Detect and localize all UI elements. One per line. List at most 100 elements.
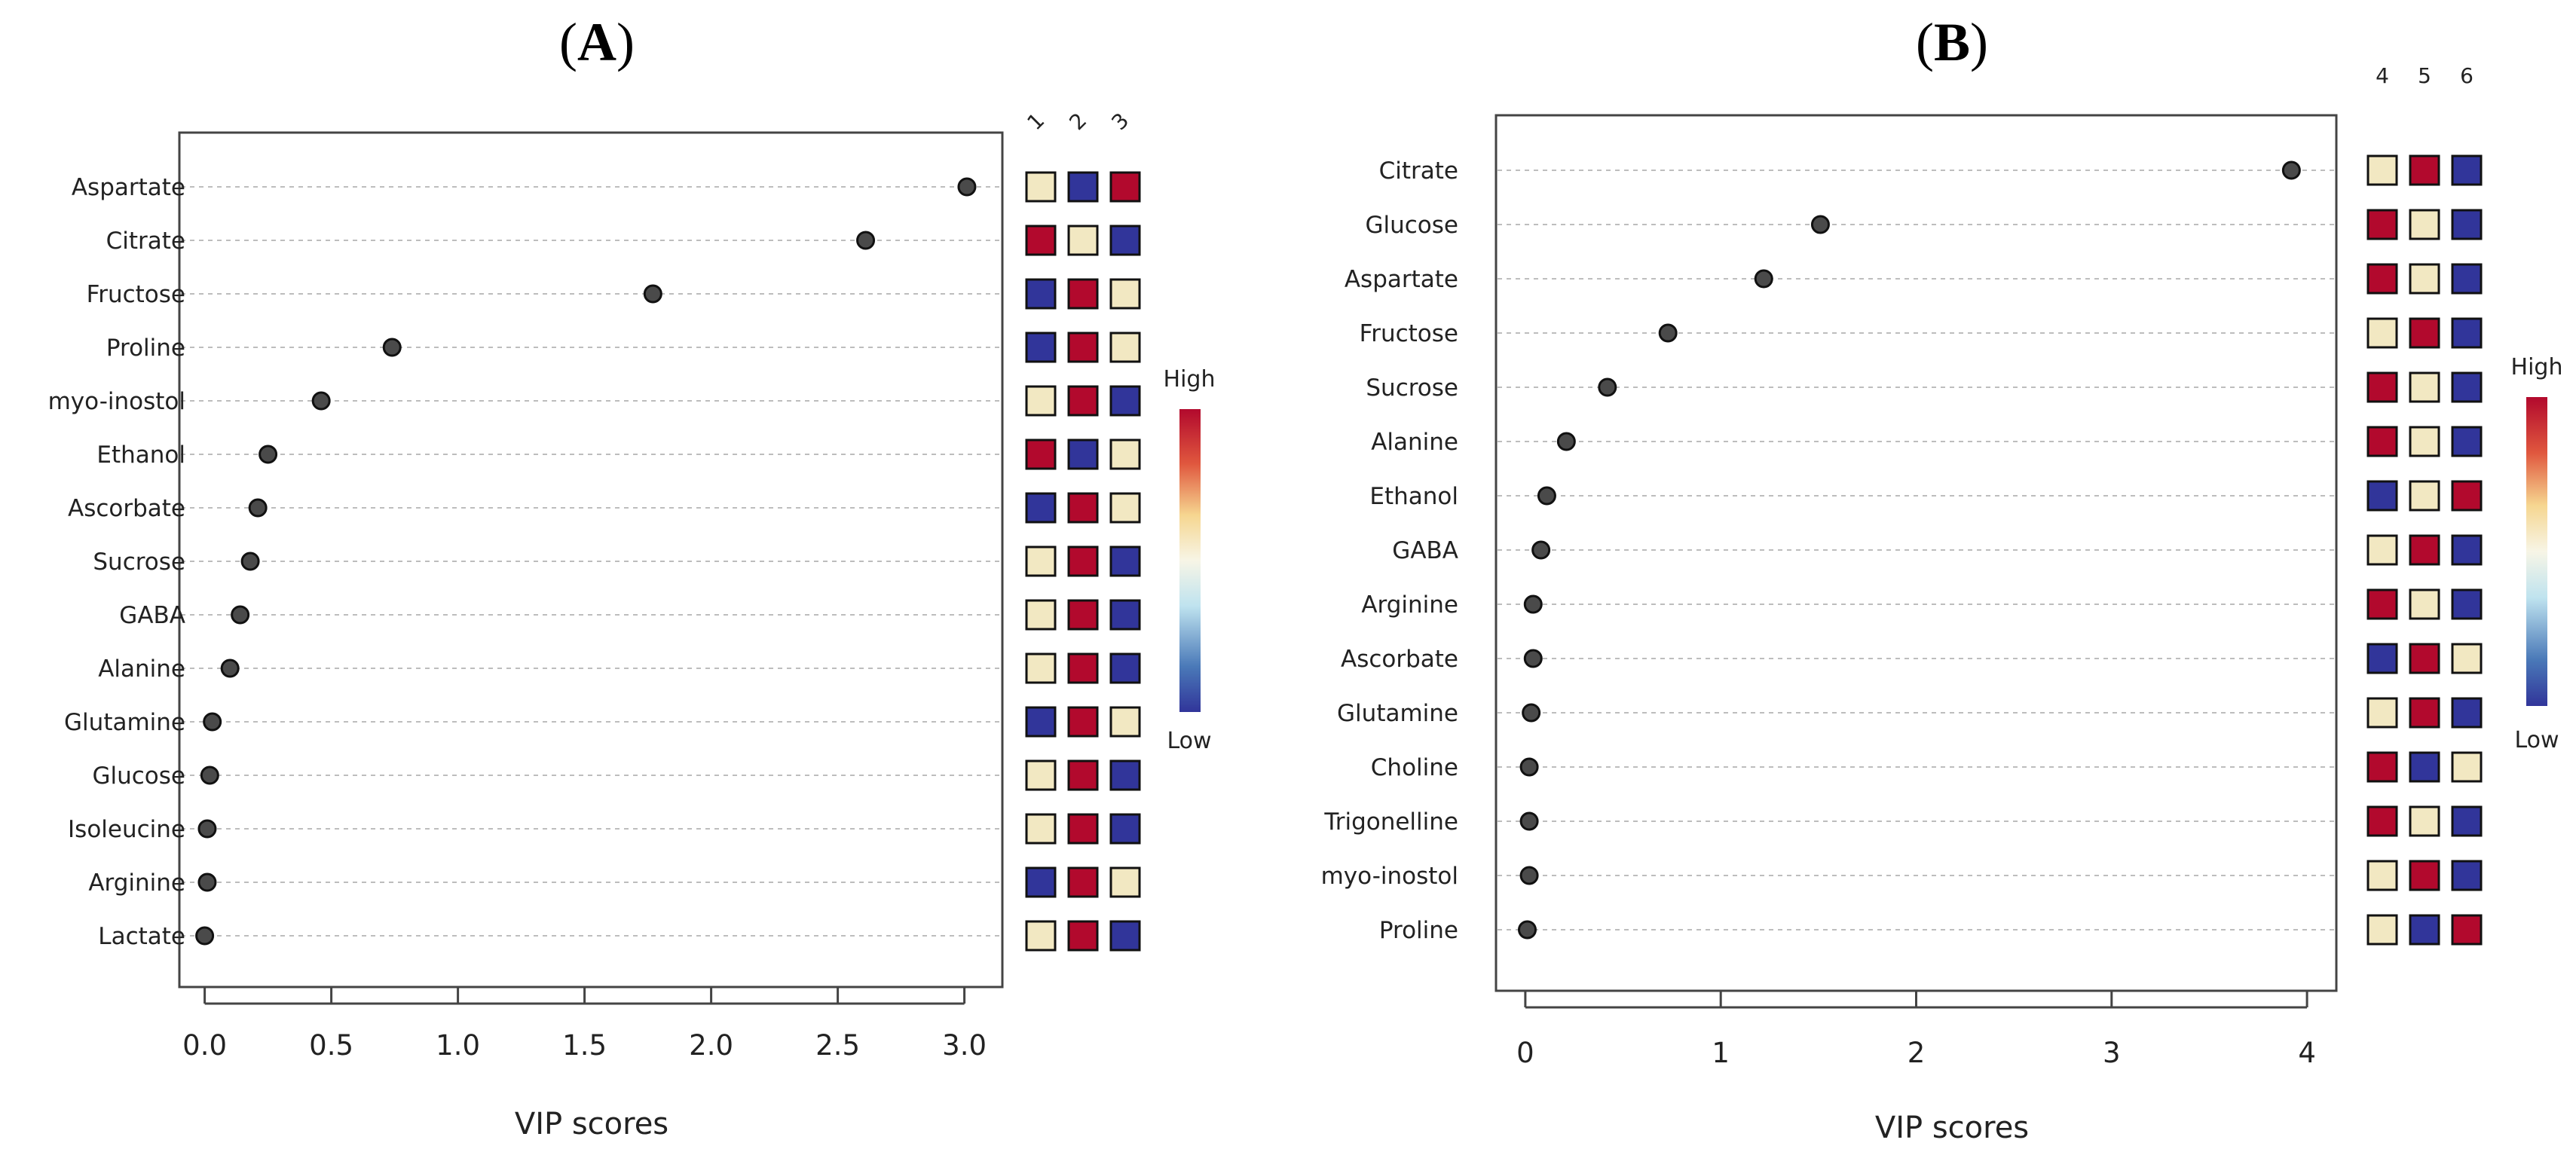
category-label: Alanine <box>98 655 185 683</box>
heatmap-cell <box>1025 492 1057 524</box>
panel-label-close: ) <box>616 12 635 72</box>
heatmap-cell <box>1109 866 1141 898</box>
heatmap-cell <box>1109 599 1141 631</box>
x-tick-label: 0 <box>1516 1037 1534 1069</box>
legend-high-label: High <box>2511 354 2563 380</box>
heatmap-cell <box>2366 534 2398 566</box>
heatmap-cell <box>2366 914 2398 946</box>
panel-label-close: ) <box>1970 12 1988 72</box>
category-label: GABA <box>119 602 185 629</box>
heatmap-cell <box>1025 385 1057 417</box>
heatmap-cell <box>1025 225 1057 256</box>
heatmap-cell <box>2451 643 2483 674</box>
heatmap-cell <box>2366 371 2398 403</box>
data-point <box>259 445 278 464</box>
heatmap-cell <box>2409 480 2440 512</box>
heatmap-cell <box>2409 643 2440 674</box>
heatmap-cell <box>1067 278 1099 310</box>
heatmap-cell <box>2409 751 2440 783</box>
heatmap-cell <box>1067 599 1099 631</box>
category-label: Aspartate <box>1345 266 1458 293</box>
heatmap-cell <box>1067 813 1099 845</box>
category-label: Trigonelline <box>1323 808 1458 836</box>
heatmap-cell <box>1025 439 1057 470</box>
heatmap-cell <box>2451 263 2483 295</box>
panel-b: (B) Citrate Glucose Aspartate Fructose Sucros… <box>1321 12 2563 1145</box>
heatmap-cell <box>1109 759 1141 791</box>
category-label: Glutamine <box>64 709 185 736</box>
heatmap-cell <box>2409 534 2440 566</box>
category-label: Ethanol <box>96 442 185 469</box>
data-point <box>1658 323 1678 343</box>
heatmap-cell <box>2366 860 2398 891</box>
heatmap-cell <box>1109 545 1141 577</box>
panel-label: (A) <box>559 12 635 72</box>
category-label: Fructose <box>87 281 185 308</box>
x-tick-label: 4 <box>2298 1037 2316 1069</box>
heatmap-cell <box>2409 209 2440 240</box>
data-point <box>197 819 217 839</box>
heatmap-cell <box>1067 385 1099 417</box>
heatmap-cell <box>1109 813 1141 845</box>
heatmap-cell <box>1025 706 1057 738</box>
x-tick-label: 1.0 <box>436 1029 480 1062</box>
heatmap-column-label: 3 <box>1106 108 1134 135</box>
heatmap-column-label: 1 <box>1022 108 1049 135</box>
data-point <box>197 872 217 892</box>
data-point <box>1537 486 1556 506</box>
heatmap-cell <box>2451 480 2483 512</box>
heatmap-cell <box>2451 860 2483 891</box>
data-point <box>1519 757 1539 777</box>
category-label: Glucose <box>92 762 185 790</box>
heatmap-cell <box>1067 492 1099 524</box>
heatmap-cell <box>1109 225 1141 256</box>
panel-label: (B) <box>1916 12 1988 72</box>
heatmap-column-label: 2 <box>1064 108 1091 135</box>
heatmap-cell <box>2451 697 2483 729</box>
data-point <box>231 605 250 625</box>
heatmap-cell <box>2451 317 2483 349</box>
heatmap-cell <box>1025 599 1057 631</box>
data-point <box>1519 811 1539 831</box>
category-label: Ascorbate <box>1341 646 1458 673</box>
heatmap-cell <box>1025 813 1057 845</box>
heatmap-cell <box>1109 278 1141 310</box>
category-label: myo-inostol <box>1321 863 1458 890</box>
heatmap-cell <box>2451 914 2483 946</box>
heatmap-cell <box>2409 371 2440 403</box>
plot-frame <box>178 131 1004 989</box>
heatmap-cell <box>2366 805 2398 837</box>
heatmap-cell <box>1025 759 1057 791</box>
category-label: Alanine <box>1371 429 1458 456</box>
heatmap-cell <box>2409 697 2440 729</box>
x-tick-label: 1.5 <box>562 1029 607 1062</box>
x-tick-label: 2.5 <box>815 1029 860 1062</box>
x-tick-label: 0.0 <box>182 1029 227 1062</box>
heatmap-cell <box>2366 263 2398 295</box>
heatmap-cell <box>2409 317 2440 349</box>
category-label: Arginine <box>88 869 185 897</box>
heatmap-cell <box>1109 652 1141 684</box>
heatmap-cell <box>1025 278 1057 310</box>
heatmap-cell <box>2366 697 2398 729</box>
data-point <box>382 338 402 357</box>
color-legend-bar <box>1179 409 1201 712</box>
heatmap-cell <box>1109 439 1141 470</box>
panel-label-letter: B <box>1934 12 1970 72</box>
heatmap-cell <box>2409 805 2440 837</box>
category-label: Lactate <box>98 923 185 950</box>
heatmap-cell <box>2451 426 2483 457</box>
heatmap-cell <box>2409 426 2440 457</box>
heatmap-cell <box>1025 652 1057 684</box>
category-label: Citrate <box>106 228 185 255</box>
category-label: Proline <box>106 335 185 362</box>
category-label: Glucose <box>1365 212 1458 239</box>
heatmap-cell <box>2366 643 2398 674</box>
data-point <box>1556 432 1576 451</box>
legend-low-label: Low <box>2514 727 2559 753</box>
legend-high-label: High <box>1164 366 1216 393</box>
data-point <box>957 177 977 197</box>
heatmap-cell <box>1067 652 1099 684</box>
category-label: Ascorbate <box>68 495 185 522</box>
panel-label-letter: A <box>577 12 616 72</box>
